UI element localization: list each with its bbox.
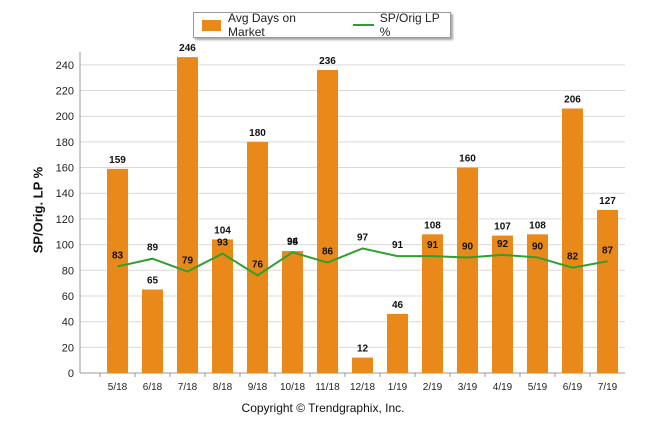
bar-value-label: 108 <box>424 220 441 231</box>
bar <box>457 167 478 373</box>
line-value-label: 89 <box>147 243 159 254</box>
x-tick-label: 12/18 <box>350 382 375 393</box>
legend-bar-swatch <box>202 19 222 31</box>
x-tick-label: 5/18 <box>108 382 128 393</box>
line-value-label: 94 <box>287 236 299 247</box>
bar <box>282 251 303 373</box>
line-value-label: 79 <box>182 256 194 267</box>
bar-value-label: 180 <box>249 128 266 139</box>
x-tick-label: 4/19 <box>493 382 513 393</box>
legend-bar-label: Avg Days on Market <box>228 11 296 39</box>
y-tick-label: 220 <box>56 86 74 98</box>
bar <box>107 168 128 373</box>
bar <box>247 141 268 373</box>
bar-value-label: 160 <box>459 154 476 165</box>
y-tick-label: 120 <box>56 214 74 226</box>
x-tick-label: 7/18 <box>178 382 198 393</box>
x-tick-label: 6/18 <box>143 382 163 393</box>
bar-value-label: 108 <box>529 220 546 231</box>
bar-value-label: 12 <box>357 344 369 355</box>
line-value-label: 92 <box>497 239 509 250</box>
bar-value-label: 127 <box>599 196 616 207</box>
x-tick-label: 11/18 <box>315 382 340 393</box>
line-value-label: 90 <box>532 241 544 252</box>
bar <box>352 357 373 373</box>
y-tick-label: 240 <box>56 60 74 72</box>
y-tick-label: 0 <box>68 368 74 380</box>
y-tick-label: 160 <box>56 163 74 175</box>
y-tick-label: 40 <box>62 317 74 329</box>
line-value-label: 93 <box>217 238 229 249</box>
bar <box>492 235 513 373</box>
y-tick-label: 140 <box>56 188 74 200</box>
bar-value-label: 46 <box>392 300 404 311</box>
legend-line-swatch <box>352 24 374 26</box>
bar <box>527 234 548 373</box>
x-tick-label: 1/19 <box>388 382 408 393</box>
bar-value-label: 104 <box>214 225 231 236</box>
line-value-label: 87 <box>602 245 614 256</box>
bar <box>142 289 163 373</box>
legend-line-label: SP/Orig LP % <box>379 11 440 39</box>
bar <box>177 57 198 374</box>
bar <box>597 209 618 373</box>
y-tick-label: 60 <box>62 291 74 303</box>
y-tick-label: 20 <box>62 342 74 354</box>
x-tick-label: 3/19 <box>458 382 478 393</box>
y-tick-label: 100 <box>56 240 74 252</box>
bar-value-label: 206 <box>564 94 581 105</box>
bar <box>422 234 443 373</box>
y-tick-label: 80 <box>62 265 74 277</box>
line-value-label: 97 <box>357 232 369 243</box>
bar <box>212 239 233 373</box>
line-value-label: 76 <box>252 259 264 270</box>
y-tick-label: 200 <box>56 111 74 123</box>
x-tick-label: 6/19 <box>563 382 583 393</box>
x-tick-label: 8/18 <box>213 382 233 393</box>
line-value-label: 86 <box>322 247 334 258</box>
series-line <box>117 247 608 277</box>
line-value-label: 91 <box>427 240 439 251</box>
bar <box>317 69 338 373</box>
bar-value-label: 246 <box>179 43 196 54</box>
y-tick-label: 180 <box>56 137 74 149</box>
line-value-label: 82 <box>567 252 579 263</box>
bar-value-label: 95 <box>287 237 299 248</box>
x-tick-label: 9/18 <box>248 382 268 393</box>
legend: Avg Days on Market SP/Orig LP % <box>193 11 451 39</box>
bar <box>562 108 583 373</box>
x-tick-label: 10/18 <box>280 382 305 393</box>
line-value-label: 83 <box>112 250 124 261</box>
bar-value-label: 236 <box>319 56 336 67</box>
x-tick-label: 5/19 <box>528 382 548 393</box>
line-value-label: 90 <box>462 241 474 252</box>
copyright-footer: Copyright © Trendgraphix, Inc. <box>241 401 405 415</box>
bar <box>387 313 408 373</box>
bar-value-label: 107 <box>494 222 511 233</box>
bar-value-label: 159 <box>109 155 126 166</box>
bar-value-label: 65 <box>147 276 159 287</box>
x-tick-label: 7/19 <box>598 382 618 393</box>
y-axis-label: SP/Orig. LP % <box>30 166 46 254</box>
line-value-label: 91 <box>392 240 404 251</box>
x-tick-label: 2/19 <box>423 382 443 393</box>
